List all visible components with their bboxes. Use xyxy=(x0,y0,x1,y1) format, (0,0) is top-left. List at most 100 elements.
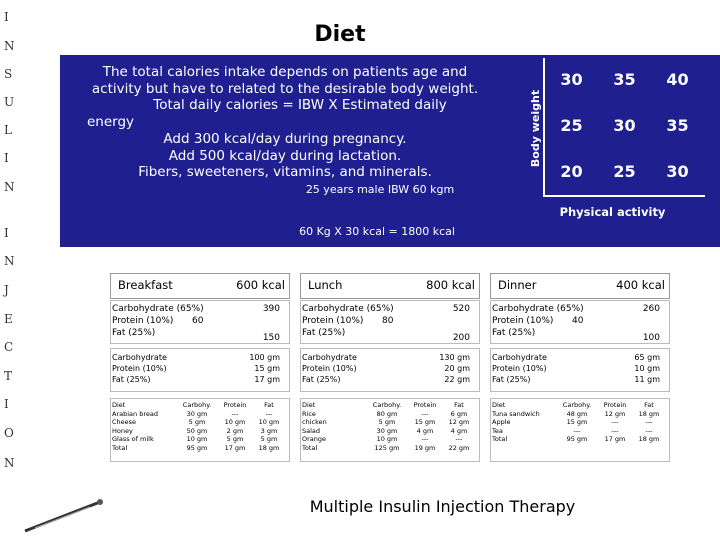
macro-kcal: 150 xyxy=(262,333,280,343)
food-cell: 5 gm xyxy=(378,418,396,426)
food-cell: Carbohy. xyxy=(182,401,212,409)
food-cell: 18 gm xyxy=(638,409,660,418)
grams-box xyxy=(300,348,480,392)
intro-line: Total daily calories = IBW X Estimated d… xyxy=(153,97,447,113)
food-cell: Arabian bread xyxy=(112,409,158,418)
food-cell: Fat xyxy=(264,401,274,409)
sidebar-letter: I xyxy=(4,10,9,24)
food-cell: 15 gm xyxy=(566,418,588,426)
grams-label: Fat (25%) xyxy=(492,375,531,384)
macro-label: Protein (10%) xyxy=(112,316,174,326)
grams-value: 11 gm xyxy=(634,375,660,384)
meal-kcal: 800 kcal xyxy=(426,278,475,292)
footer: Multiple Insulin Injection Therapy xyxy=(309,497,576,516)
macro-kcal: 100 xyxy=(642,333,660,343)
macro-kcal: 260 xyxy=(642,304,660,314)
grams-label: Carbohydrate xyxy=(112,353,167,362)
macro-box xyxy=(490,300,670,344)
food-cell: Fat xyxy=(644,401,654,409)
title: Diet xyxy=(314,22,366,47)
food-cell: 17 gm xyxy=(224,443,246,452)
food-cell: 30 gm xyxy=(376,426,398,435)
grams-label: Fat (25%) xyxy=(112,375,151,384)
food-cell: 5 gm xyxy=(260,435,278,443)
food-cell: Cheese xyxy=(112,418,137,426)
food-cell: 22 gm xyxy=(448,443,470,452)
food-cell: --- xyxy=(265,409,273,418)
food-cell: 15 gm xyxy=(414,418,436,426)
macro-label: Carbohydrate (65%) xyxy=(112,304,204,314)
grams-box xyxy=(110,348,290,392)
grams-value: 22 gm xyxy=(444,375,470,384)
sidebar-letter: N xyxy=(4,39,15,53)
grams-value: 20 gm xyxy=(444,364,470,373)
food-cell: 10 gm xyxy=(224,418,246,426)
foods-box xyxy=(490,398,670,462)
food-cell: Honey xyxy=(112,426,133,435)
food-cell: --- xyxy=(455,435,463,443)
sidebar-letter: O xyxy=(4,426,14,440)
food-cell: 4 gm xyxy=(450,426,468,435)
intro-line: Add 300 kcal/day during pregnancy. xyxy=(163,131,407,147)
grams-value: 17 gm xyxy=(254,375,280,384)
blue-panel xyxy=(60,55,720,247)
pen-icon xyxy=(24,499,103,533)
food-cell: 3 gm xyxy=(260,426,278,435)
macro-label: Protein (10%) xyxy=(492,316,554,326)
grams-value: 15 gm xyxy=(254,364,280,373)
macro-label: Fat (25%) xyxy=(112,328,156,338)
food-cell: 18 gm xyxy=(638,435,660,443)
food-cell: Diet xyxy=(492,401,506,409)
food-cell: 10 gm xyxy=(258,418,280,426)
macro-label: Carbohydrate (65%) xyxy=(302,304,394,314)
food-cell: 5 gm xyxy=(226,435,244,443)
sidebar-letter: S xyxy=(4,67,13,81)
food-cell: Protein xyxy=(603,401,627,409)
sidebar-letter: I xyxy=(4,151,9,165)
grid-cell: 35 xyxy=(613,70,636,89)
meal-name: Breakfast xyxy=(118,278,173,292)
food-cell: 48 gm xyxy=(566,409,588,418)
food-cell: Glass of milk xyxy=(112,435,154,443)
macro-kcal: 80 xyxy=(382,316,394,326)
intro-line: energy xyxy=(87,114,135,130)
food-cell: --- xyxy=(421,435,429,443)
macro-box xyxy=(110,300,290,344)
macro-kcal: 390 xyxy=(262,304,280,314)
macro-kcal: 200 xyxy=(452,333,470,343)
grid-cell: 25 xyxy=(560,116,583,135)
food-cell: 125 gm xyxy=(374,443,400,452)
ibw-note: 25 years male IBW 60 kgm xyxy=(305,183,455,196)
grams-label: Protein (10%) xyxy=(112,364,167,373)
meal-name: Lunch xyxy=(308,278,343,292)
food-cell: --- xyxy=(645,426,653,435)
foods-box xyxy=(300,398,480,462)
column-label: Physical activity xyxy=(559,205,666,219)
food-cell: 6 gm xyxy=(450,409,468,418)
food-cell: --- xyxy=(421,409,429,418)
sidebar-letter: N xyxy=(4,254,15,268)
intro-line: The total calories intake depends on pat… xyxy=(102,64,468,80)
grid-cell: 35 xyxy=(666,116,689,135)
meal-header-box xyxy=(490,273,670,299)
grams-label: Carbohydrate xyxy=(492,353,547,362)
sidebar-letter: N xyxy=(4,180,15,194)
intro-line: Add 500 kcal/day during lactation. xyxy=(168,148,402,164)
sidebar-letter: J xyxy=(4,283,9,297)
sidebar-letter: U xyxy=(4,95,15,109)
grams-label: Protein (10%) xyxy=(492,364,547,373)
food-cell: 2 gm xyxy=(226,426,244,435)
grams-label: Protein (10%) xyxy=(302,364,357,373)
food-cell: 30 gm xyxy=(186,409,208,418)
grid-cell: 25 xyxy=(613,162,636,181)
macro-label: Carbohydrate (65%) xyxy=(492,304,584,314)
food-cell: 17 gm xyxy=(604,435,626,443)
food-cell: 19 gm xyxy=(414,443,436,452)
food-cell: 80 gm xyxy=(376,409,398,418)
food-cell: chicken xyxy=(302,418,327,426)
grams-box xyxy=(490,348,670,392)
food-cell: Rice xyxy=(302,409,316,418)
food-cell: 4 gm xyxy=(416,426,434,435)
meal-kcal: 400 kcal xyxy=(616,278,665,292)
